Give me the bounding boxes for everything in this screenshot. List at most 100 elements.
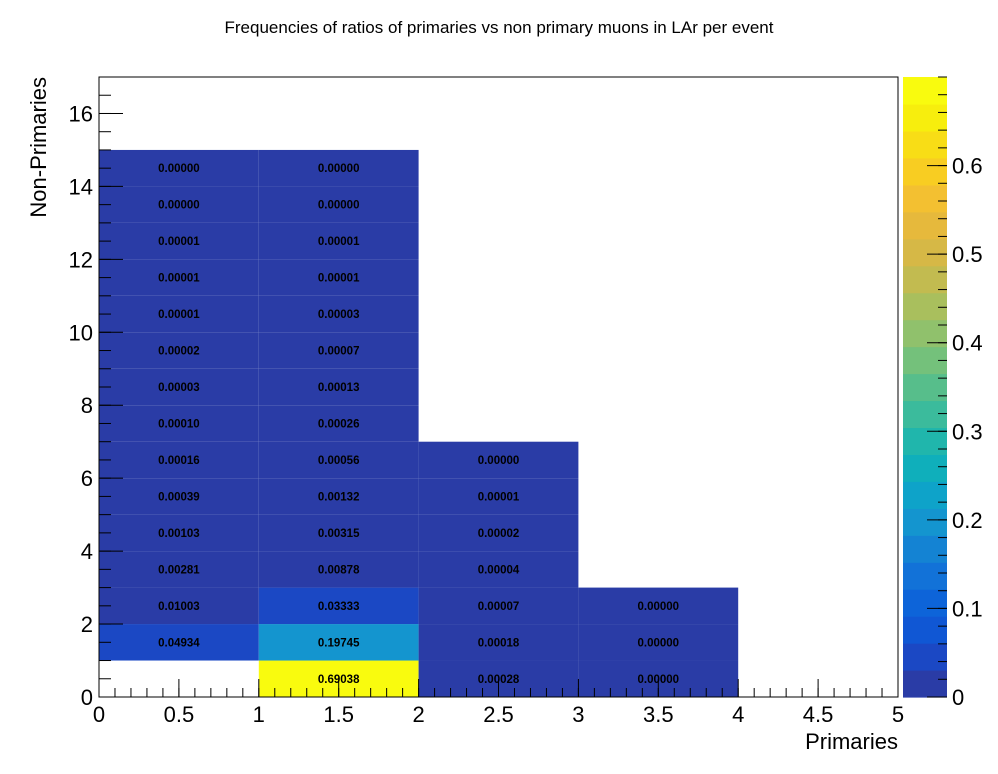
- x-tick-label: 4: [732, 702, 744, 727]
- y-axis-label: Non-Primaries: [26, 77, 51, 218]
- bin-value-label: 0.00001: [318, 236, 360, 248]
- bin-value-label: 0.00007: [478, 601, 520, 613]
- y-tick-label: 16: [69, 101, 93, 126]
- bin-value-label: 0.00004: [478, 564, 520, 576]
- heatmap-bin: [258, 186, 419, 223]
- y-tick-label: 14: [69, 174, 93, 199]
- heatmap-bin: [258, 441, 419, 479]
- color-scale-tick-label: 0.2: [952, 508, 983, 533]
- bin-value-label: 0.19745: [318, 637, 360, 649]
- y-tick-label: 6: [81, 466, 93, 491]
- x-tick-label: 3.5: [643, 702, 674, 727]
- color-scale-segment: [903, 265, 947, 294]
- bin-value-label: 0.00000: [318, 163, 360, 175]
- bin-value-label: 0.00039: [158, 491, 200, 503]
- color-scale-bar: 0 0.1 0.2 0.3 0.4 0.5 0.6: [903, 76, 983, 710]
- heatmap-bin: [258, 551, 419, 588]
- heatmap-bin: [258, 514, 419, 552]
- bin-value-label: 0.00007: [318, 346, 360, 358]
- bin-value-label: 0.00103: [158, 528, 200, 540]
- x-tick-label: 3: [572, 702, 584, 727]
- heatmap-bin: [258, 587, 419, 625]
- color-scale-segment: [903, 670, 947, 698]
- color-scale-segment: [903, 508, 947, 536]
- color-scale-segment: [903, 454, 947, 482]
- color-scale-tick-label: 0.4: [952, 331, 983, 356]
- heatmap-bin: [99, 332, 259, 369]
- color-scale-segment: [903, 238, 947, 267]
- bin-value-label: 0.00002: [478, 528, 520, 540]
- bin-value-label: 0.00000: [478, 455, 520, 467]
- color-scale-segment: [903, 103, 947, 132]
- bin-value-label: 0.00132: [318, 491, 360, 503]
- heatmap-bin: [258, 295, 419, 333]
- y-tick-label: 8: [81, 393, 93, 418]
- color-scale-segment: [903, 77, 947, 105]
- heatmap-bin: [99, 295, 259, 333]
- heatmap-bin: [99, 478, 259, 515]
- y-tick-label: 4: [81, 539, 93, 564]
- x-tick-label: 2.5: [483, 702, 514, 727]
- x-axis: 0 0.5 1 1.5 2 2.5 3 3.5 4 4.5 5: [93, 679, 904, 727]
- color-scale-segment: [903, 616, 947, 644]
- x-tick-label: 0.5: [164, 702, 195, 727]
- bin-value-label: 0.00315: [318, 528, 360, 540]
- color-scale-segment: [903, 481, 947, 509]
- y-tick-label: 10: [69, 320, 93, 345]
- heatmap-bin: [578, 587, 739, 625]
- color-scale-tick-label: 0: [952, 685, 964, 710]
- bin-value-label: 0.00000: [638, 637, 680, 649]
- bin-value-label: 0.03333: [318, 601, 360, 613]
- chart-title: Frequencies of ratios of primaries vs no…: [225, 18, 774, 37]
- bin-value-label: 0.00003: [318, 309, 360, 321]
- heatmap-bin: [258, 149, 419, 187]
- heatmap-bin: [99, 514, 259, 552]
- bin-value-label: 0.00013: [318, 382, 360, 394]
- heatmap-bin: [258, 478, 419, 515]
- heatmap-bin: [258, 368, 419, 406]
- color-scale-segment: [903, 184, 947, 213]
- bin-value-label: 0.00026: [318, 418, 360, 430]
- color-scale-tick-label: 0.5: [952, 242, 983, 267]
- heatmap-bin: [418, 587, 579, 625]
- color-scale-tick-label: 0.6: [952, 154, 983, 179]
- color-scale-tick-label: 0.1: [952, 596, 983, 621]
- x-tick-label: 1: [253, 702, 265, 727]
- heatmap-bin: [99, 587, 259, 625]
- bin-value-label: 0.01003: [158, 601, 200, 613]
- color-scale-segment: [903, 589, 947, 617]
- bin-value-label: 0.00000: [638, 601, 680, 613]
- color-scale-tick-label: 0.3: [952, 419, 983, 444]
- color-scale-segment: [903, 292, 947, 321]
- heatmap-bin: [258, 405, 419, 442]
- bin-value-label: 0.00001: [158, 236, 200, 248]
- x-tick-label: 5: [892, 702, 904, 727]
- heatmap-bin: [99, 222, 259, 260]
- bin-value-label: 0.00878: [318, 564, 360, 576]
- bin-value-label: 0.00000: [158, 163, 200, 175]
- x-tick-label: 4.5: [803, 702, 834, 727]
- bin-value-label: 0.00003: [158, 382, 200, 394]
- heatmap-bins: [99, 149, 739, 697]
- bin-value-label: 0.00001: [158, 309, 200, 321]
- heatmap-bin: [418, 441, 579, 479]
- heatmap-bin: [99, 551, 259, 588]
- bin-value-label: 0.00001: [478, 491, 520, 503]
- heatmap-bin: [99, 259, 259, 296]
- heatmap-bin: [258, 259, 419, 296]
- heatmap-bin: [99, 441, 259, 479]
- bin-value-label: 0.00056: [318, 455, 360, 467]
- heatmap-bin: [99, 149, 259, 187]
- color-scale-segment: [903, 400, 947, 429]
- heatmap-bin: [258, 332, 419, 369]
- x-axis-label: Primaries: [805, 729, 898, 754]
- y-axis: 0 2 4 6 8 10 12 14 16: [69, 76, 123, 710]
- bin-value-label: 0.00016: [158, 455, 200, 467]
- heatmap-bin: [578, 624, 739, 661]
- heatmap-bin: [99, 368, 259, 406]
- bin-value-label: 0.00010: [158, 418, 200, 430]
- bin-value-label: 0.00000: [318, 200, 360, 212]
- color-scale-segment: [903, 211, 947, 240]
- heatmap-bin: [99, 624, 259, 661]
- bin-value-label: 0.04934: [158, 637, 200, 649]
